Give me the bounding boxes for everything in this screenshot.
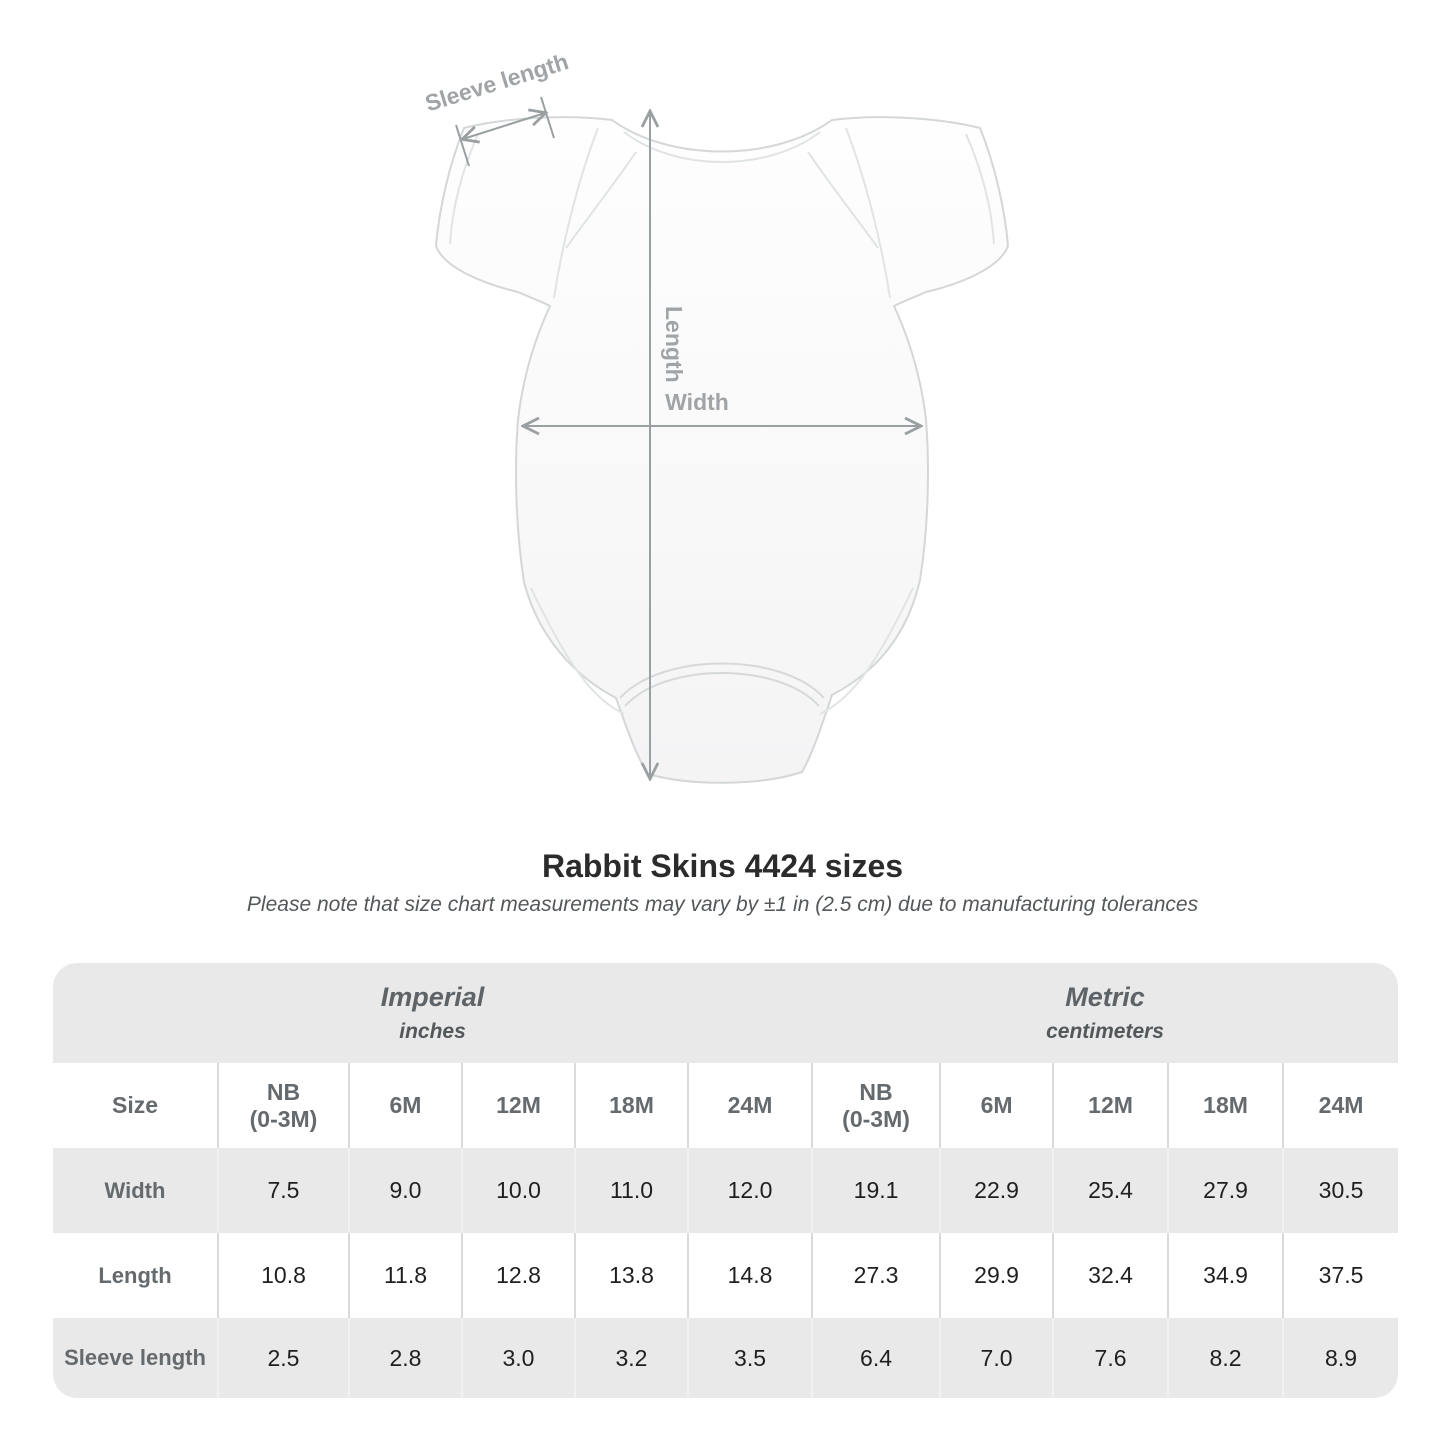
cell: 34.9 — [1167, 1233, 1284, 1318]
cell: 3.2 — [574, 1318, 688, 1398]
size-chart: Imperial inches Metric centimeters Size … — [53, 963, 1398, 1398]
cell: 25.4 — [1052, 1148, 1169, 1233]
bodysuit-outline — [435, 116, 1009, 784]
page-title: Rabbit Skins 4424 sizes — [541, 848, 904, 884]
cell: 9.0 — [348, 1148, 462, 1233]
column-header: NB (0-3M) — [811, 1063, 941, 1148]
dimension-lines — [455, 96, 920, 778]
size-corner-label: Size — [111, 1092, 159, 1118]
column-header: 18M — [1167, 1063, 1284, 1148]
cell: 32.4 — [1052, 1233, 1169, 1318]
cell: 12.8 — [461, 1233, 575, 1318]
length-label: Length — [661, 306, 687, 383]
imperial-header: Imperial inches — [53, 963, 812, 1063]
cell: 29.9 — [939, 1233, 1054, 1318]
row-label: Sleeve length — [64, 1345, 206, 1370]
cell: 8.2 — [1167, 1318, 1284, 1398]
column-header: 24M — [686, 1063, 813, 1148]
imperial-unit: inches — [399, 1020, 466, 1043]
cell: 10.8 — [217, 1233, 349, 1318]
cell: 7.5 — [217, 1148, 349, 1233]
row-label: Length — [98, 1262, 172, 1288]
column-header: 18M — [574, 1063, 688, 1148]
column-header: 12M — [1052, 1063, 1169, 1148]
metric-unit: centimeters — [1046, 1020, 1164, 1043]
width-label: Width — [665, 389, 729, 415]
cell: 2.5 — [217, 1318, 349, 1398]
cell: 37.5 — [1282, 1233, 1398, 1318]
column-header: 12M — [461, 1063, 575, 1148]
cell: 10.0 — [461, 1148, 575, 1233]
metric-label: Metric — [1065, 982, 1145, 1012]
cell: 13.8 — [574, 1233, 688, 1318]
cell: 14.8 — [686, 1233, 813, 1318]
metric-header: Metric centimeters — [812, 963, 1398, 1063]
unit-header-row: Imperial inches Metric centimeters — [53, 963, 1398, 1063]
cell: 7.0 — [939, 1318, 1054, 1398]
sleeve-length-label: Sleeve length — [422, 48, 571, 116]
cell: 19.1 — [811, 1148, 941, 1233]
cell: 12.0 — [686, 1148, 813, 1233]
table-row-length: Length 10.8 11.8 12.8 13.8 14.8 27.3 29.… — [53, 1233, 1398, 1318]
column-header: 6M — [939, 1063, 1054, 1148]
cell: 6.4 — [811, 1318, 941, 1398]
table-row-width: Width 7.5 9.0 10.0 11.0 12.0 19.1 22.9 2… — [53, 1148, 1398, 1233]
cell: 22.9 — [939, 1148, 1054, 1233]
size-header-row: Size NB (0-3M) 6M 12M 18M 24M NB (0-3M) 6M… — [53, 1063, 1398, 1148]
cell: 3.0 — [461, 1318, 575, 1398]
column-header: 24M — [1282, 1063, 1398, 1148]
cell: 11.8 — [348, 1233, 462, 1318]
cell: 3.5 — [686, 1318, 813, 1398]
bodysuit-diagram: Sleeve length Length Width — [422, 48, 1009, 784]
cell: 7.6 — [1052, 1318, 1169, 1398]
cell: 2.8 — [348, 1318, 462, 1398]
table-row-sleeve-length: Sleeve length 2.5 2.8 3.0 3.2 3.5 6.4 7.… — [53, 1318, 1398, 1398]
cell: 30.5 — [1282, 1148, 1398, 1233]
sleeve-tick-right — [540, 96, 555, 139]
column-header: 6M — [348, 1063, 462, 1148]
bodysuit-seams — [449, 127, 995, 715]
imperial-label: Imperial — [380, 982, 485, 1012]
column-header: NB (0-3M) — [217, 1063, 349, 1148]
cell: 11.0 — [574, 1148, 688, 1233]
cell: 8.9 — [1282, 1318, 1398, 1398]
tolerance-note: Please note that size chart measurements… — [246, 893, 1199, 916]
row-label: Width — [104, 1177, 166, 1203]
sleeve-tick-left — [455, 124, 470, 167]
cell: 27.3 — [811, 1233, 941, 1318]
cell: 27.9 — [1167, 1148, 1284, 1233]
sleeve-length-arrow — [463, 113, 545, 139]
size-chart-table: Imperial inches Metric centimeters Size … — [53, 963, 1398, 1398]
